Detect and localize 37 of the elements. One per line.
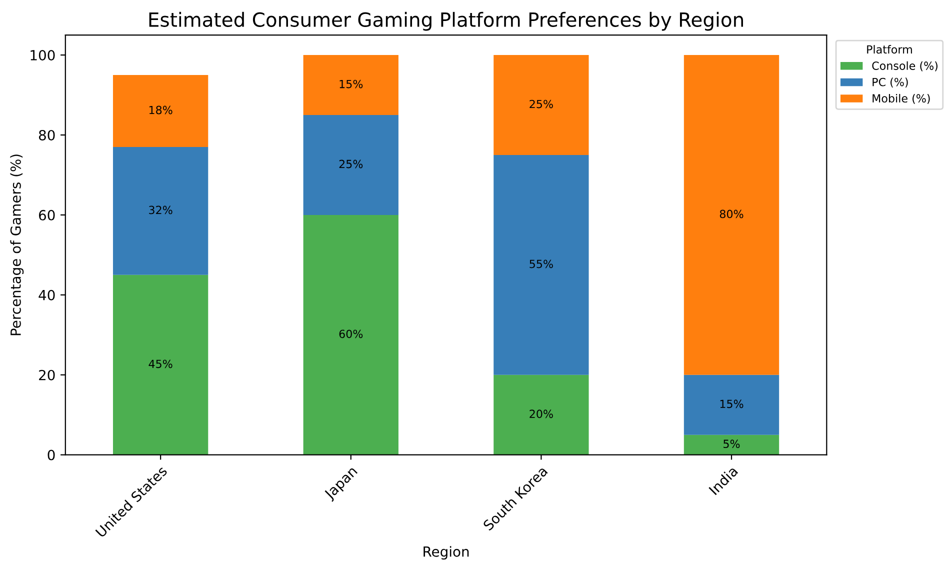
data-label: 25%	[339, 160, 363, 168]
chart-title: Estimated Consumer Gaming Platform Preferences by Region	[149, 12, 743, 31]
data-label: 80%	[720, 210, 744, 218]
data-label: 60%	[339, 330, 363, 338]
data-label: 15%	[720, 400, 744, 408]
bar	[494, 154, 589, 375]
legend-title: Platform	[867, 45, 912, 54]
bar	[303, 114, 398, 215]
y-tick-label: 100	[30, 50, 55, 60]
y-tick-label: 40	[38, 290, 55, 300]
y-tick-label: 80	[38, 130, 55, 140]
x-axis-title: Region	[424, 546, 469, 560]
y-tick-label: 60	[38, 210, 55, 220]
legend-label: Mobile (%)	[872, 94, 930, 104]
bar	[112, 274, 208, 455]
bar	[494, 374, 589, 455]
bar	[303, 55, 398, 115]
data-label: 55%	[530, 260, 553, 268]
legend-label: PC (%)	[872, 78, 908, 88]
data-label: 25%	[530, 100, 553, 108]
y-tick-label: 20	[39, 370, 55, 380]
data-label: 45%	[148, 360, 172, 368]
y-axis-title: Percentage of Gamers (%)	[10, 154, 24, 336]
data-label: 32%	[149, 206, 172, 214]
data-label: 15%	[340, 80, 363, 88]
bar	[303, 214, 398, 455]
bar	[494, 55, 589, 155]
bar	[684, 55, 780, 375]
bar	[112, 146, 208, 275]
bar	[684, 374, 780, 435]
bar	[684, 434, 780, 455]
data-label: 20%	[530, 410, 553, 418]
legend-label: Console (%)	[872, 61, 938, 72]
bar	[112, 75, 208, 147]
data-label: 5%	[724, 440, 740, 448]
y-tick-label: 0	[48, 450, 55, 460]
data-label: 18%	[149, 106, 172, 114]
